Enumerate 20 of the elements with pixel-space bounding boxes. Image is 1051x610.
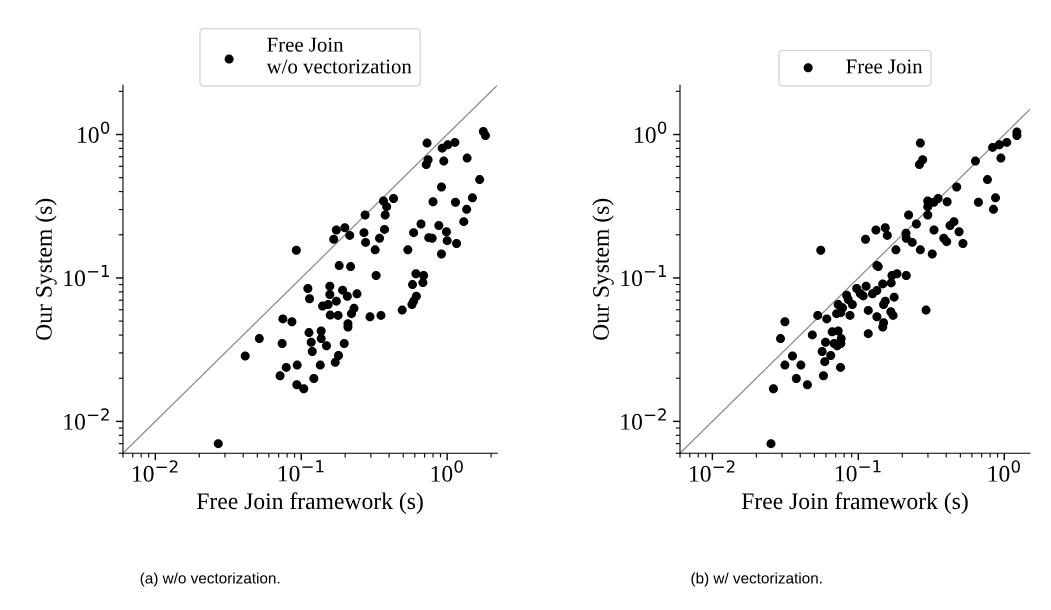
x-axis-title: Free Join framework (s) (196, 492, 423, 514)
y-tick-label: 10$^{−2}$ (64, 408, 109, 430)
legend-label: Free Join w/o vectorization (266, 37, 412, 74)
x-axis-title: Free Join framework (s) (741, 492, 968, 514)
text: (b) w/ vectorization. (691, 572, 822, 587)
y-tick-label: 10$^{0}$ (635, 121, 667, 143)
y-tick-label: 10$^{−2}$ (621, 408, 666, 430)
y-axis-title: Our System (s) (592, 198, 614, 340)
text: (a) w/o vectorization. (140, 572, 280, 587)
x-tick-label: 10$^{−1}$ (278, 460, 324, 482)
y-axis-title: Our System (s) (35, 198, 57, 340)
y-tick-label: 10$^{0}$ (78, 121, 110, 143)
y-tick-label: 10$^{−1}$ (64, 264, 109, 287)
x-tick-label: 10$^{0}$ (431, 460, 463, 482)
x-tick-label: 10$^{−2}$ (690, 460, 735, 482)
x-tick-label: 10$^{−2}$ (132, 460, 178, 482)
x-tick-label: 10$^{0}$ (988, 460, 1020, 482)
x-tick-label: 10$^{−1}$ (835, 460, 881, 482)
y-tick-label: 10$^{−1}$ (621, 264, 666, 287)
legend-label: Free Join (846, 59, 923, 74)
